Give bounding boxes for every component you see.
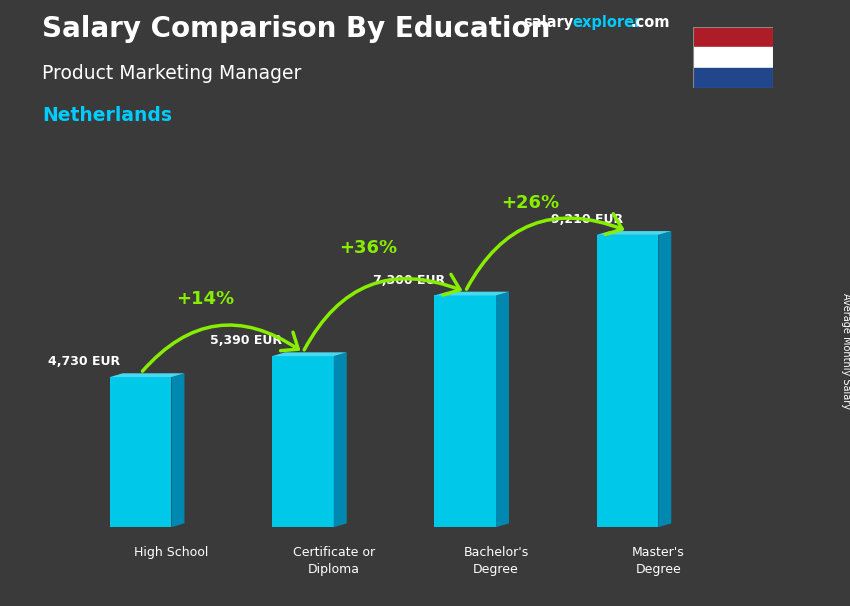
Text: salary: salary bbox=[523, 15, 573, 30]
Text: 9,210 EUR: 9,210 EUR bbox=[551, 213, 623, 226]
Polygon shape bbox=[334, 352, 347, 527]
Polygon shape bbox=[272, 356, 334, 527]
Text: Certificate or
Diploma: Certificate or Diploma bbox=[292, 546, 375, 576]
Polygon shape bbox=[658, 231, 672, 527]
Bar bbox=[693, 68, 774, 88]
Text: .com: .com bbox=[631, 15, 670, 30]
Text: +14%: +14% bbox=[177, 290, 235, 308]
Polygon shape bbox=[110, 373, 184, 377]
Text: High School: High School bbox=[134, 546, 208, 559]
Polygon shape bbox=[434, 291, 509, 296]
FancyArrowPatch shape bbox=[304, 275, 460, 350]
Polygon shape bbox=[172, 373, 184, 527]
Bar bbox=[693, 47, 774, 68]
FancyArrowPatch shape bbox=[467, 214, 622, 289]
Polygon shape bbox=[597, 235, 658, 527]
Bar bbox=[693, 27, 774, 47]
Text: 5,390 EUR: 5,390 EUR bbox=[211, 335, 282, 347]
Polygon shape bbox=[597, 231, 672, 235]
Text: explorer: explorer bbox=[572, 15, 642, 30]
Polygon shape bbox=[110, 377, 172, 527]
Text: Product Marketing Manager: Product Marketing Manager bbox=[42, 64, 302, 82]
Polygon shape bbox=[272, 352, 347, 356]
Text: +26%: +26% bbox=[501, 195, 559, 213]
Polygon shape bbox=[434, 296, 496, 527]
Text: 7,300 EUR: 7,300 EUR bbox=[372, 274, 445, 287]
Text: Average Monthly Salary: Average Monthly Salary bbox=[841, 293, 850, 410]
Text: Salary Comparison By Education: Salary Comparison By Education bbox=[42, 15, 551, 43]
Text: +36%: +36% bbox=[339, 239, 397, 257]
Polygon shape bbox=[496, 291, 509, 527]
Text: Bachelor's
Degree: Bachelor's Degree bbox=[463, 546, 529, 576]
Text: 4,730 EUR: 4,730 EUR bbox=[48, 355, 120, 368]
FancyArrowPatch shape bbox=[143, 325, 298, 371]
Text: Netherlands: Netherlands bbox=[42, 106, 173, 125]
Text: Master's
Degree: Master's Degree bbox=[632, 546, 684, 576]
